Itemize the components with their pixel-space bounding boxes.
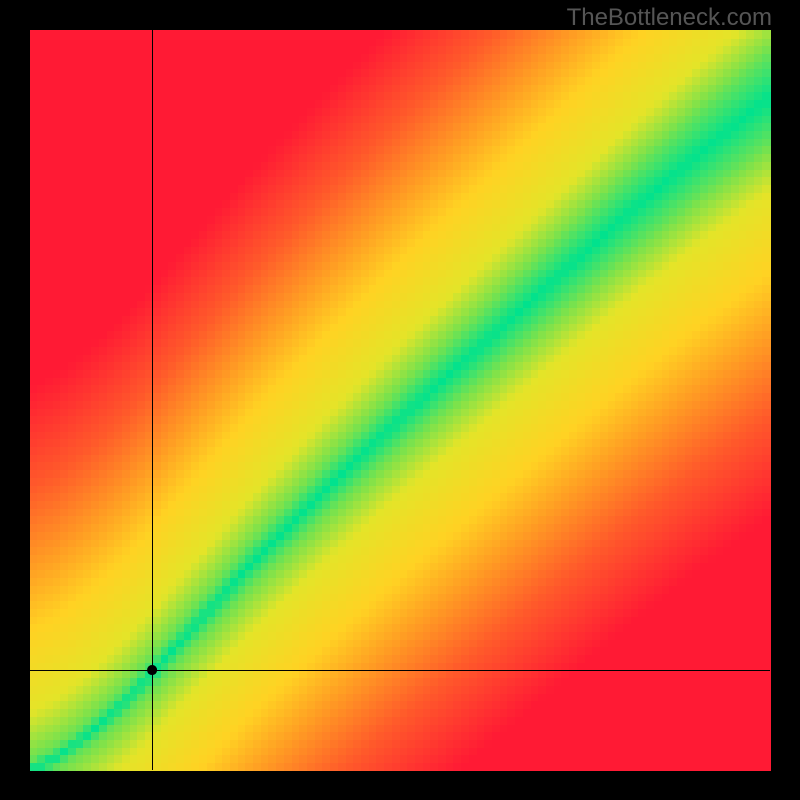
heatmap-canvas: [0, 0, 800, 800]
plot-container: TheBottleneck.com: [0, 0, 800, 800]
watermark-text: TheBottleneck.com: [567, 4, 772, 32]
